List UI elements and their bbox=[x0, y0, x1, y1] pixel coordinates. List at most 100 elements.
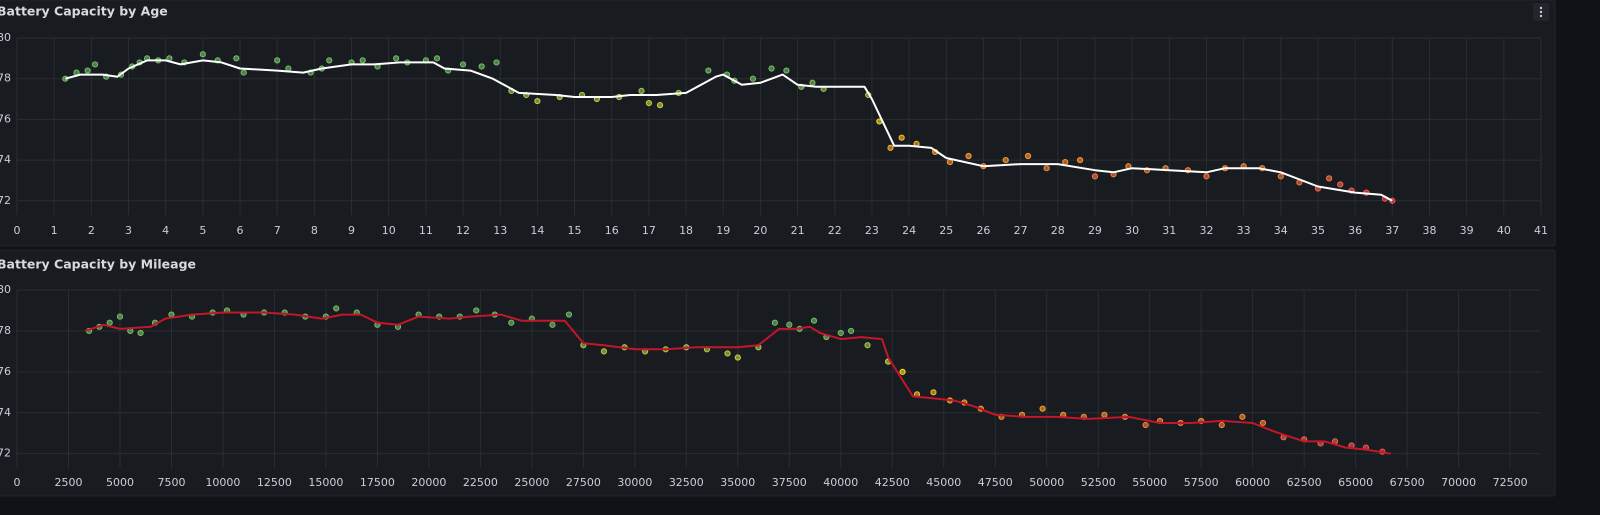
data-point bbox=[837, 329, 844, 337]
data-point bbox=[1203, 173, 1210, 180]
data-point bbox=[965, 152, 972, 160]
data-point bbox=[899, 368, 906, 375]
panel-menu[interactable] bbox=[1533, 3, 1549, 21]
x-tick-label: 26 bbox=[976, 224, 990, 237]
x-tick-label: 33 bbox=[1237, 224, 1251, 237]
x-tick-label: 70000 bbox=[1441, 476, 1476, 489]
x-tick-label: 38 bbox=[1422, 224, 1436, 237]
x-tick-label: 30000 bbox=[617, 476, 652, 489]
x-tick-label: 72500 bbox=[1493, 476, 1528, 489]
y-tick-label: 78 bbox=[0, 324, 11, 337]
x-tick-label: 36 bbox=[1348, 224, 1362, 237]
x-tick-label: 5 bbox=[199, 224, 206, 237]
x-tick-label: 19 bbox=[716, 224, 730, 237]
x-tick-label: 28 bbox=[1051, 224, 1065, 237]
data-point bbox=[333, 305, 340, 312]
y-tick-label: 72 bbox=[0, 194, 11, 207]
data-point bbox=[1091, 173, 1099, 180]
data-point bbox=[433, 55, 441, 62]
x-tick-label: 45000 bbox=[926, 476, 961, 489]
data-point bbox=[326, 57, 333, 64]
x-tick-label: 42500 bbox=[875, 476, 910, 489]
y-tick-label: 76 bbox=[0, 365, 11, 378]
x-tick-label: 0 bbox=[14, 476, 21, 489]
panel-title: Battery Capacity by Mileage bbox=[0, 257, 196, 272]
x-tick-label: 10 bbox=[382, 224, 396, 237]
x-tick-label: 2500 bbox=[54, 476, 82, 489]
data-point bbox=[645, 100, 653, 107]
data-point bbox=[656, 102, 664, 109]
data-point bbox=[1062, 159, 1069, 166]
data-point bbox=[768, 65, 775, 72]
x-tick-label: 4 bbox=[162, 224, 169, 237]
data-point bbox=[116, 313, 124, 320]
data-point bbox=[786, 321, 793, 328]
data-point bbox=[600, 348, 608, 355]
x-tick-label: 32 bbox=[1199, 224, 1213, 237]
data-point bbox=[233, 55, 240, 62]
x-tick-label: 11 bbox=[419, 224, 433, 237]
x-tick-label: 20000 bbox=[411, 476, 446, 489]
data-point bbox=[810, 317, 818, 324]
x-tick-label: 1 bbox=[51, 224, 58, 237]
x-tick-label: 37500 bbox=[772, 476, 807, 489]
data-point bbox=[771, 319, 778, 326]
x-tick-label: 10000 bbox=[205, 476, 240, 489]
data-point bbox=[734, 354, 741, 361]
data-point bbox=[1239, 413, 1246, 420]
y-tick-label: 72 bbox=[0, 447, 11, 460]
x-tick-label: 20 bbox=[753, 224, 767, 237]
data-point bbox=[705, 67, 712, 74]
data-point bbox=[1076, 156, 1084, 164]
x-tick-label: 25 bbox=[939, 224, 953, 237]
x-tick-label: 39 bbox=[1460, 224, 1474, 237]
x-tick-label: 18 bbox=[679, 224, 693, 237]
x-tick-label: 62500 bbox=[1287, 476, 1322, 489]
panel-title: Battery Capacity by Age bbox=[0, 4, 168, 19]
data-point bbox=[549, 321, 556, 328]
x-tick-label: 65000 bbox=[1338, 476, 1373, 489]
x-tick-label: 35000 bbox=[720, 476, 755, 489]
x-tick-label: 22 bbox=[828, 224, 842, 237]
trend-line bbox=[65, 59, 1393, 202]
x-tick-label: 55000 bbox=[1132, 476, 1167, 489]
data-point bbox=[638, 87, 645, 94]
x-tick-label: 40 bbox=[1497, 224, 1511, 237]
data-point bbox=[137, 329, 144, 337]
x-tick-label: 7500 bbox=[157, 476, 185, 489]
y-tick-label: 76 bbox=[0, 112, 11, 125]
data-point bbox=[508, 319, 515, 326]
x-tick-label: 17500 bbox=[360, 476, 395, 489]
x-tick-label: 9 bbox=[348, 224, 355, 237]
data-point bbox=[1259, 419, 1267, 427]
data-point bbox=[1039, 405, 1046, 412]
data-point bbox=[809, 79, 816, 86]
x-tick-label: 67500 bbox=[1390, 476, 1425, 489]
x-tick-label: 17 bbox=[642, 224, 656, 237]
panel-age bbox=[0, 0, 1556, 247]
x-tick-label: 30 bbox=[1125, 224, 1139, 237]
data-point bbox=[199, 51, 206, 58]
data-point bbox=[1024, 152, 1032, 160]
data-point bbox=[478, 63, 485, 70]
panel-mileage bbox=[0, 249, 1556, 497]
x-tick-label: 24 bbox=[902, 224, 916, 237]
x-tick-label: 25000 bbox=[514, 476, 549, 489]
data-point bbox=[864, 342, 871, 349]
data-point bbox=[783, 67, 790, 74]
data-point bbox=[724, 350, 731, 357]
data-point bbox=[1277, 173, 1284, 180]
data-point bbox=[359, 57, 366, 64]
y-tick-label: 80 bbox=[0, 283, 11, 296]
x-tick-label: 31 bbox=[1162, 224, 1176, 237]
x-tick-label: 29 bbox=[1088, 224, 1102, 237]
data-point bbox=[168, 311, 175, 318]
x-tick-label: 21 bbox=[791, 224, 805, 237]
y-tick-label: 78 bbox=[0, 72, 11, 85]
data-point bbox=[749, 75, 757, 82]
x-tick-label: 50000 bbox=[1029, 476, 1064, 489]
x-tick-label: 41 bbox=[1534, 224, 1548, 237]
x-tick-label: 3 bbox=[125, 224, 132, 237]
x-tick-label: 34 bbox=[1274, 224, 1288, 237]
data-point bbox=[393, 55, 400, 62]
